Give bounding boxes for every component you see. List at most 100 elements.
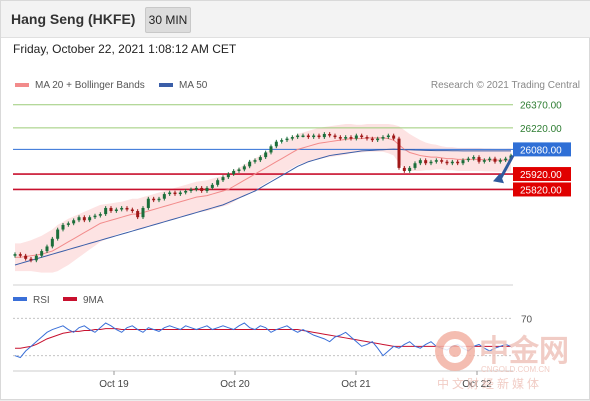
rsi-line <box>14 322 512 359</box>
watermark-domain: CNGOLD.COM.CN <box>481 365 550 374</box>
level-tag-25820.00: 25820.00 <box>513 182 571 197</box>
candle-body <box>354 135 358 139</box>
candle-body <box>450 161 454 164</box>
candle-body <box>386 135 390 138</box>
watermark-logo-text: 中金网 <box>479 334 569 368</box>
cngold-watermark: 中金网 CNGOLD.COM.CN 中文财经新媒体 <box>435 331 569 391</box>
candle-body <box>370 138 374 141</box>
ma50-legend: MA 50 <box>159 80 207 91</box>
level-tag-26220.00: 26220.00 <box>520 124 562 135</box>
candle-body <box>264 152 268 158</box>
rsi-swatch <box>13 297 27 301</box>
candle-body <box>45 246 49 252</box>
candle-body <box>408 167 412 171</box>
candle-body <box>189 189 193 191</box>
candle-body <box>93 215 97 218</box>
candle-body <box>504 158 508 161</box>
candle-body <box>200 187 204 191</box>
ma50-swatch <box>159 83 173 88</box>
ma9-swatch <box>63 297 77 301</box>
candle-body <box>338 137 342 139</box>
candle-body <box>184 191 188 193</box>
candle-body <box>488 158 492 161</box>
interval-button[interactable]: 30 MIN <box>145 7 191 33</box>
candle-body <box>50 238 54 247</box>
svg-text:25820.00: 25820.00 <box>520 185 562 196</box>
candle-body <box>61 224 65 230</box>
candle-body <box>376 138 380 141</box>
candle-body <box>285 138 289 141</box>
candle-body <box>242 166 246 170</box>
candle-body <box>397 138 401 168</box>
copyright-text: Research © 2021 Trading Central <box>430 80 580 91</box>
forecast-arrow <box>498 154 515 181</box>
candle-body <box>253 160 257 162</box>
candle-body <box>109 207 113 212</box>
candle-body <box>349 137 353 139</box>
ma9-label: 9MA <box>83 295 104 306</box>
candle-body <box>402 167 406 171</box>
candle-body <box>77 217 81 221</box>
candle-body <box>146 198 150 208</box>
candle-body <box>216 180 220 185</box>
candle-body <box>232 170 236 175</box>
x-tick-label: Oct 22 <box>462 379 492 390</box>
candle-body <box>98 214 102 216</box>
candle-body <box>317 135 321 138</box>
candle-body <box>365 137 369 139</box>
candle-body <box>88 217 92 221</box>
candle-body <box>269 146 273 153</box>
candle-body <box>466 158 470 161</box>
svg-text:26080.00: 26080.00 <box>520 145 562 156</box>
instrument-title: Hang Seng (HKFE) <box>11 11 136 27</box>
candle-body <box>482 160 486 162</box>
candle-body <box>66 223 70 225</box>
bollinger-band <box>15 123 511 273</box>
candle-body <box>477 157 481 162</box>
candle-body <box>413 163 417 168</box>
candle-body <box>29 258 33 261</box>
candle-body <box>418 160 422 164</box>
candle-body <box>434 160 438 162</box>
candle-body <box>18 254 22 256</box>
candle-body <box>333 135 337 138</box>
candle-body <box>429 161 433 164</box>
candle-body <box>40 251 44 256</box>
candle-body <box>120 207 124 210</box>
candle-body <box>360 135 364 138</box>
rsi-tick-label: 70 <box>521 314 533 325</box>
candle-body <box>274 141 278 147</box>
candle-body <box>424 160 428 164</box>
candle-body <box>13 254 17 256</box>
candle-body <box>173 192 177 195</box>
candle-body <box>306 135 310 138</box>
candle-body <box>328 133 332 136</box>
level-tag-26370.00: 26370.00 <box>520 101 562 112</box>
svg-text:26220.00: 26220.00 <box>520 124 562 135</box>
rsi-label: RSI <box>33 295 50 306</box>
candle-body <box>157 198 161 201</box>
candle-body <box>205 187 209 191</box>
timestamp: Friday, October 22, 2021 1:08:12 AM CET <box>13 42 237 56</box>
candle-body <box>56 229 60 239</box>
candle-body <box>290 137 294 139</box>
level-tag-26080.00: 26080.00 <box>513 142 571 157</box>
candle-body <box>322 133 326 138</box>
ma20-swatch <box>15 83 29 88</box>
candle-body <box>472 157 476 159</box>
candle-body <box>493 158 497 162</box>
chart-header: Hang Seng (HKFE) 30 MIN <box>1 1 590 38</box>
candle-body <box>72 220 76 224</box>
candle-body <box>280 140 284 142</box>
candle-body <box>498 160 502 162</box>
ma50-line <box>14 148 511 266</box>
candle-body <box>104 207 108 215</box>
candle-body <box>24 255 28 259</box>
rsi-legend: RSI 9MA <box>13 295 104 306</box>
candle-body <box>152 198 156 201</box>
candle-body <box>162 194 166 199</box>
svg-text:25920.00: 25920.00 <box>520 170 562 181</box>
svg-text:26370.00: 26370.00 <box>520 101 562 112</box>
x-tick-label: Oct 21 <box>341 379 371 390</box>
